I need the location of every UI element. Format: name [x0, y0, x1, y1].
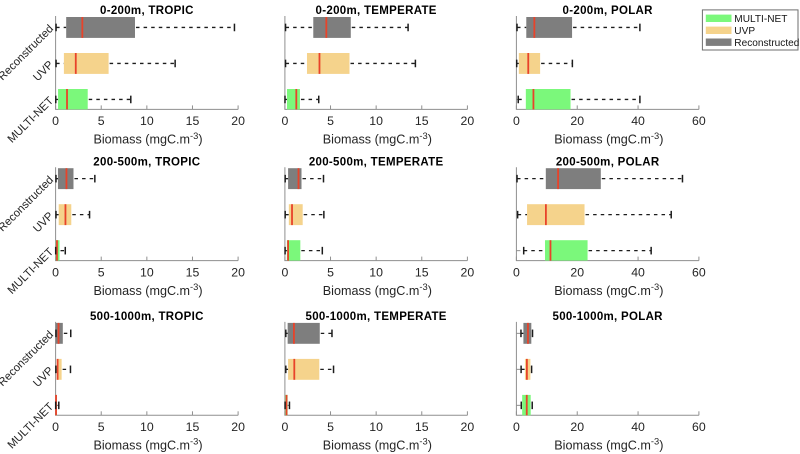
svg-text:5: 5 — [327, 114, 334, 128]
svg-text:Biomass (mgC.m-3): Biomass (mgC.m-3) — [93, 436, 202, 453]
svg-text:0-200m, TROPIC: 0-200m, TROPIC — [100, 5, 194, 17]
svg-text:20: 20 — [231, 420, 245, 434]
svg-text:Biomass (mgC.m-3): Biomass (mgC.m-3) — [323, 281, 432, 298]
svg-text:MULTI-NET: MULTI-NET — [734, 14, 787, 25]
svg-text:20: 20 — [570, 420, 584, 434]
svg-text:10: 10 — [140, 420, 154, 434]
svg-text:Biomass (mgC.m-3): Biomass (mgC.m-3) — [554, 281, 663, 298]
svg-text:0: 0 — [52, 265, 59, 279]
svg-text:0: 0 — [281, 114, 288, 128]
svg-text:Biomass (mgC.m-3): Biomass (mgC.m-3) — [554, 130, 663, 147]
svg-text:40: 40 — [631, 265, 645, 279]
svg-text:200-500m, POLAR: 200-500m, POLAR — [556, 156, 660, 168]
svg-text:Biomass (mgC.m-3): Biomass (mgC.m-3) — [323, 130, 432, 147]
svg-text:20: 20 — [231, 114, 245, 128]
svg-text:500-1000m, POLAR: 500-1000m, POLAR — [553, 311, 664, 323]
svg-text:5: 5 — [327, 265, 334, 279]
svg-text:200-500m, TROPIC: 200-500m, TROPIC — [93, 156, 200, 168]
svg-text:20: 20 — [570, 114, 584, 128]
svg-text:15: 15 — [186, 265, 200, 279]
svg-text:UVP: UVP — [734, 26, 755, 37]
svg-text:10: 10 — [369, 420, 383, 434]
svg-text:10: 10 — [369, 114, 383, 128]
svg-text:500-1000m, TROPIC: 500-1000m, TROPIC — [90, 311, 204, 323]
svg-text:Biomass (mgC.m-3): Biomass (mgC.m-3) — [554, 436, 663, 453]
svg-text:15: 15 — [415, 114, 429, 128]
svg-text:0: 0 — [513, 420, 520, 434]
svg-text:10: 10 — [369, 265, 383, 279]
svg-text:20: 20 — [461, 114, 475, 128]
svg-text:0: 0 — [513, 114, 520, 128]
svg-text:10: 10 — [140, 114, 154, 128]
svg-text:0-200m, TEMPERATE: 0-200m, TEMPERATE — [316, 5, 437, 17]
svg-text:0-200m, POLAR: 0-200m, POLAR — [563, 5, 654, 17]
svg-text:10: 10 — [140, 265, 154, 279]
svg-text:0: 0 — [52, 420, 59, 434]
svg-text:200-500m, TEMPERATE: 200-500m, TEMPERATE — [309, 156, 444, 168]
svg-text:15: 15 — [415, 265, 429, 279]
svg-text:Biomass (mgC.m-3): Biomass (mgC.m-3) — [323, 436, 432, 453]
svg-text:5: 5 — [98, 420, 105, 434]
svg-text:20: 20 — [570, 265, 584, 279]
svg-text:20: 20 — [461, 265, 475, 279]
svg-text:40: 40 — [631, 114, 645, 128]
svg-text:60: 60 — [692, 420, 706, 434]
svg-text:5: 5 — [98, 114, 105, 128]
svg-text:15: 15 — [186, 420, 200, 434]
svg-text:0: 0 — [513, 265, 520, 279]
svg-text:Biomass (mgC.m-3): Biomass (mgC.m-3) — [93, 281, 202, 298]
svg-text:Biomass (mgC.m-3): Biomass (mgC.m-3) — [93, 130, 202, 147]
svg-text:60: 60 — [692, 114, 706, 128]
svg-text:5: 5 — [327, 420, 334, 434]
svg-text:15: 15 — [186, 114, 200, 128]
svg-text:0: 0 — [281, 420, 288, 434]
svg-text:0: 0 — [52, 114, 59, 128]
svg-text:40: 40 — [631, 420, 645, 434]
svg-text:20: 20 — [461, 420, 475, 434]
svg-text:60: 60 — [692, 265, 706, 279]
svg-text:Reconstructed: Reconstructed — [734, 38, 799, 49]
svg-text:5: 5 — [98, 265, 105, 279]
svg-text:0: 0 — [281, 265, 288, 279]
svg-text:20: 20 — [231, 265, 245, 279]
svg-text:15: 15 — [415, 420, 429, 434]
svg-text:500-1000m, TEMPERATE: 500-1000m, TEMPERATE — [306, 311, 447, 323]
